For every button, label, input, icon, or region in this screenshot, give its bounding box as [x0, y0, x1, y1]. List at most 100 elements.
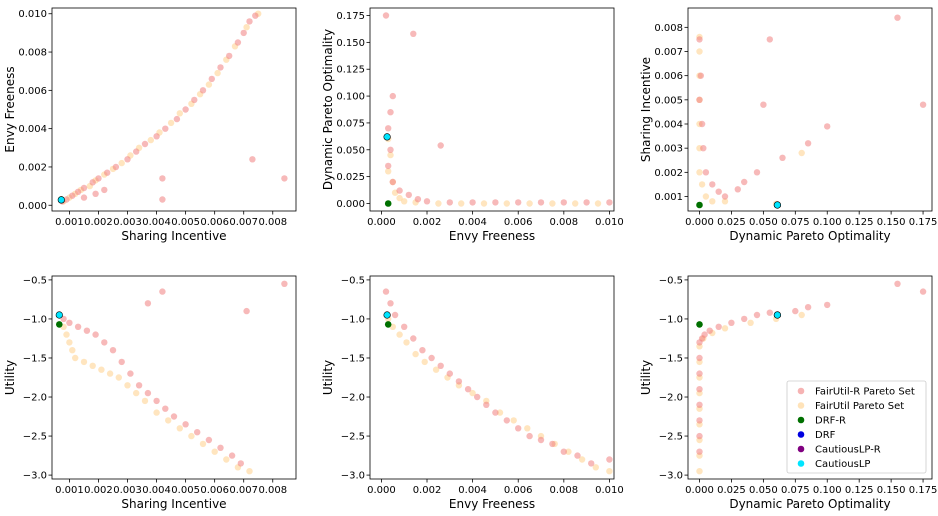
- fairutil_r-point: [741, 178, 748, 186]
- fairutil_r-point: [153, 133, 160, 140]
- fairutil_r-point: [696, 354, 703, 362]
- fairutil-point: [798, 149, 805, 157]
- fairutil-point: [565, 448, 572, 455]
- y-tick-label: 0.000: [336, 199, 365, 210]
- drf_r-point: [696, 201, 703, 209]
- fairutil-point: [709, 198, 716, 205]
- x-tick-label: 0.006: [504, 485, 533, 496]
- fairutil-point: [606, 468, 613, 475]
- fairutil_r-point: [217, 64, 224, 71]
- x-tick-label: 0.025: [717, 485, 746, 496]
- fairutil_r-point: [492, 199, 499, 206]
- x-tick-label: 0.010: [595, 217, 624, 228]
- fairutil_r-point: [385, 125, 392, 132]
- fairutil_r-point: [101, 339, 108, 346]
- fairutil-point: [153, 409, 160, 416]
- fairutil-point: [592, 464, 599, 471]
- fairutil-point: [747, 319, 754, 326]
- y-tick-label: 0.050: [336, 145, 365, 156]
- fairutil-point: [133, 389, 140, 397]
- x-tick-label: 0.002: [413, 217, 442, 228]
- x-tick-label: 0.002: [84, 485, 113, 496]
- fairutil_r-point: [228, 452, 236, 459]
- y-axis-label: Dynamic Pareto Optimality: [321, 29, 335, 190]
- y-tick-label: −0.5: [659, 275, 683, 286]
- fairutil_r-point: [792, 307, 799, 315]
- fairutil_r-point: [249, 156, 256, 163]
- x-tick-label: 0.001: [55, 217, 84, 228]
- fairutil_r-point: [583, 199, 590, 206]
- x-tick-label: 0.050: [749, 217, 778, 228]
- fairutil_r-point: [766, 36, 773, 43]
- legend-label: FairUtil Pareto Set: [815, 401, 904, 412]
- fairutil_r-point: [74, 323, 82, 330]
- fairutil-point: [89, 362, 96, 369]
- cautiouslp-point: [55, 311, 63, 319]
- legend-label: FairUtil-R Pareto Set: [815, 387, 915, 398]
- fairutil_r-point: [387, 146, 394, 153]
- x-tick-label: 0.006: [504, 217, 533, 228]
- fairutil_r-point: [515, 425, 522, 432]
- fairutil_r-point: [217, 444, 224, 451]
- fairutil-point: [458, 200, 465, 207]
- fairutil_r-point: [446, 199, 453, 206]
- fairutil_r-point: [243, 307, 250, 315]
- fairutil-point: [721, 198, 729, 205]
- fairutil_r-point: [606, 456, 613, 463]
- fairutil_r-point: [423, 198, 431, 205]
- legend-box: [786, 380, 927, 474]
- drf_r-legend-marker: [797, 416, 805, 424]
- x-tick-label: 0.150: [877, 485, 906, 496]
- fairutil-point: [385, 168, 392, 175]
- legend-label: DRF-R: [815, 416, 846, 427]
- fairutil_r-point: [721, 193, 729, 200]
- fairutil_r-point: [919, 101, 927, 108]
- fairutil_r-point: [824, 301, 831, 309]
- points-6: [696, 280, 927, 475]
- y-tick-label: 0.000: [18, 201, 47, 212]
- fairutil_r-point: [237, 460, 244, 467]
- fairutil-point: [432, 366, 440, 373]
- y-tick-label: −2.0: [659, 393, 683, 404]
- fairutil_r-point: [80, 184, 88, 192]
- fairutil_r-point: [208, 75, 215, 83]
- fairutil_r-point: [182, 106, 189, 113]
- x-tick-label: 0.001: [55, 485, 84, 496]
- y-tick-label: 0.005: [654, 95, 683, 106]
- points-5: [382, 288, 613, 475]
- fairutil-point: [572, 200, 579, 207]
- fairutil-point: [188, 432, 195, 440]
- x-tick-label: 0.002: [84, 217, 113, 228]
- fairutil_r-point: [537, 436, 545, 444]
- fairutil-point: [503, 200, 510, 207]
- x-axis-label: Envy Freeness: [449, 229, 535, 243]
- cautiouslp-point: [383, 133, 391, 141]
- y-tick-label: 0.008: [654, 23, 683, 34]
- fairutil-point: [721, 325, 729, 332]
- subplot-5: 0.000 0.002 0.004 0.006 0.008 0.010 −3.0 −2.5 −2…: [321, 275, 624, 511]
- fairutil_r-point: [696, 417, 703, 424]
- subplot-2: 0.000 0.002 0.004 0.006 0.008 0.010 0.000 0.025…: [321, 7, 624, 243]
- fairutil_r-point: [89, 179, 96, 186]
- fairutil-point: [211, 448, 218, 455]
- y-tick-label: −1.0: [23, 314, 47, 325]
- fairutil_r-point: [779, 154, 786, 161]
- fairutil_r-point: [824, 123, 831, 130]
- fairutil_r-point: [234, 39, 242, 46]
- x-tick-label: 0.008: [258, 485, 287, 496]
- x-tick-label: 0.000: [685, 485, 714, 496]
- x-tick-label: 0.003: [113, 217, 142, 228]
- legend: FairUtil-R Pareto Set FairUtil Pareto Set…: [786, 380, 927, 474]
- fairutil_r-point: [112, 163, 120, 171]
- fairutil_r-point: [118, 358, 125, 366]
- fairutil_r-point: [455, 378, 463, 385]
- x-tick-label: 0.100: [813, 485, 842, 496]
- fairutil_r-point: [173, 115, 181, 123]
- fairutil_r-point: [696, 36, 703, 43]
- x-tick-label: 0.050: [749, 485, 778, 496]
- fairutil_r-point: [894, 14, 901, 21]
- subplot-1: 0.001 0.002 0.003 0.004 0.005 0.006 0.007 0.008…: [3, 7, 297, 243]
- fairutil-point: [403, 339, 410, 346]
- fairutil_r-point: [69, 192, 76, 199]
- y-tick-label: −1.0: [341, 314, 365, 325]
